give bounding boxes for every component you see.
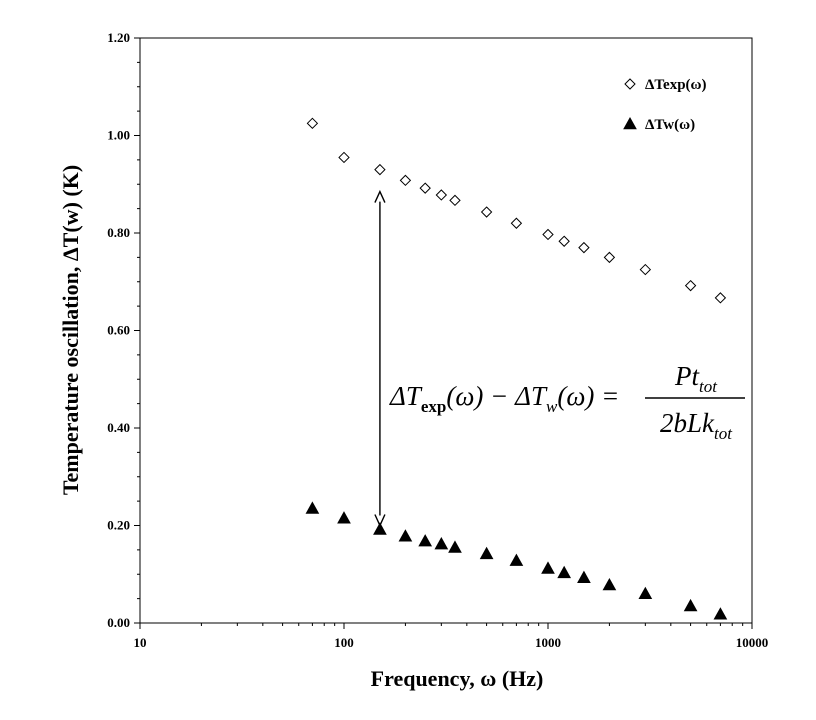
data-point-triangle — [557, 565, 572, 579]
data-point-diamond — [510, 217, 523, 229]
data-point-diamond — [684, 279, 697, 292]
data-point-triangle — [398, 529, 413, 542]
series-delta-t-w — [305, 501, 728, 620]
series-delta-t-exp — [306, 117, 727, 304]
data-point-diamond — [639, 263, 652, 276]
legend: ΔTexp(ω) ΔTw(ω) — [623, 77, 707, 133]
y-tick-label: 1.20 — [107, 30, 130, 45]
data-point-diamond — [435, 189, 448, 201]
equation-denominator: 2bLktot — [660, 408, 733, 443]
series-group — [305, 117, 728, 620]
data-point-triangle — [434, 536, 449, 550]
data-point-diamond — [542, 228, 554, 241]
data-point-triangle — [373, 522, 387, 535]
data-point-triangle — [602, 577, 617, 591]
legend-label: ΔTexp(ω) — [645, 77, 707, 93]
data-point-triangle — [448, 540, 462, 553]
equation-numerator: Pttot — [674, 361, 718, 396]
data-point-diamond — [480, 206, 493, 218]
x-tick-label: 100 — [334, 635, 354, 650]
legend-marker-triangle — [623, 116, 637, 130]
data-point-triangle — [577, 570, 591, 583]
arrow-head-top — [374, 189, 386, 203]
equation-lhs-text: ΔTexp(ω) − ΔTw(ω) = — [389, 381, 619, 416]
x-tick-label: 10000 — [736, 635, 769, 650]
legend-marker-diamond — [624, 78, 636, 90]
data-point-triangle — [541, 561, 555, 574]
y-tick-label: 0.40 — [107, 420, 130, 435]
data-point-triangle — [638, 586, 653, 600]
y-tick-label: 0.80 — [107, 225, 130, 240]
data-point-diamond — [578, 241, 590, 254]
data-point-diamond — [449, 194, 461, 207]
data-point-triangle — [418, 534, 433, 547]
x-axis-title: Frequency, ω (Hz) — [371, 666, 544, 691]
arrow-head-bottom — [374, 514, 386, 528]
x-tick-label: 10 — [134, 635, 147, 650]
data-point-diamond — [603, 251, 616, 264]
data-point-diamond — [399, 174, 412, 187]
x-axis: 10 100 1000 10000 — [134, 623, 769, 650]
data-point-diamond — [306, 117, 319, 130]
y-tick-label: 1.00 — [107, 128, 130, 143]
data-point-triangle — [479, 546, 494, 560]
y-tick-label: 0.00 — [107, 615, 130, 630]
data-point-triangle — [509, 553, 524, 566]
y-axis-title: Temperature oscillation, ΔT(w) (K) — [58, 165, 83, 495]
data-point-diamond — [374, 163, 386, 176]
y-axis: 0.00 0.20 0.40 0.60 0.80 1.00 1.20 — [107, 30, 140, 630]
legend-label: ΔTw(ω) — [645, 117, 695, 133]
data-point-triangle — [337, 511, 351, 524]
data-point-diamond — [714, 292, 727, 304]
difference-arrow — [374, 189, 386, 528]
y-tick-label: 0.20 — [107, 518, 130, 533]
data-point-diamond — [558, 235, 570, 247]
data-point-diamond — [419, 182, 431, 194]
y-tick-label: 0.60 — [107, 323, 130, 338]
data-point-triangle — [713, 607, 728, 620]
x-tick-label: 1000 — [535, 635, 561, 650]
equation-annotation: ΔTexp(ω) − ΔTw(ω) = Pttot 2bLktot — [389, 361, 745, 443]
data-point-diamond — [338, 151, 350, 164]
data-point-triangle — [683, 598, 698, 612]
data-point-triangle — [305, 501, 320, 514]
